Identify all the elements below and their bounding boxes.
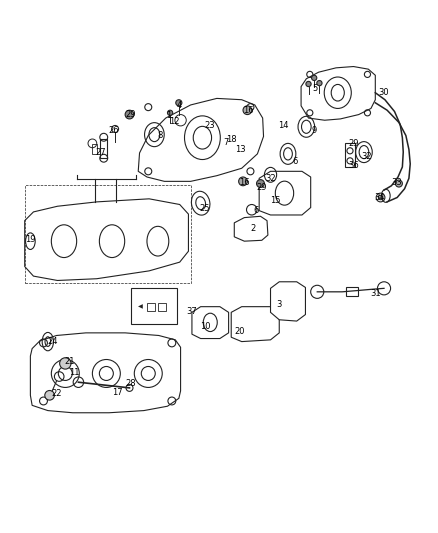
Polygon shape [30,333,180,413]
Text: ◀: ◀ [138,304,143,309]
Text: 10: 10 [200,322,210,331]
Text: 11: 11 [69,368,79,377]
Text: 16: 16 [239,178,250,187]
Circle shape [125,110,134,119]
Text: 27: 27 [95,148,106,157]
Circle shape [317,80,322,86]
Text: 28: 28 [126,379,136,388]
Text: 13: 13 [235,145,245,154]
Bar [346,287,358,296]
Text: 29: 29 [126,110,136,119]
Text: 18: 18 [226,134,237,143]
Text: 36: 36 [348,161,359,169]
Bar [131,288,177,324]
Text: 29: 29 [348,139,359,148]
Text: 8: 8 [157,131,163,140]
Text: 25: 25 [200,204,210,213]
Text: 5: 5 [312,84,318,93]
Bar [100,139,107,158]
Circle shape [243,106,252,115]
Text: 30: 30 [379,88,389,97]
Bar [147,303,155,311]
Circle shape [167,110,173,116]
Polygon shape [25,199,188,280]
Text: 1: 1 [166,111,171,120]
Circle shape [45,391,54,400]
Text: 7: 7 [223,138,228,147]
Text: 12: 12 [169,117,180,126]
Text: 24: 24 [47,337,57,346]
Text: 34: 34 [374,193,385,202]
Bar [92,144,97,154]
Text: 3: 3 [276,301,282,310]
Polygon shape [271,282,305,321]
Text: 6: 6 [254,206,259,215]
Text: 19: 19 [25,235,35,244]
Text: 29: 29 [257,182,267,191]
Text: 6: 6 [293,157,298,166]
Polygon shape [234,216,268,241]
Circle shape [60,358,71,369]
Polygon shape [301,67,375,120]
Text: 4: 4 [177,101,182,110]
Circle shape [396,180,403,187]
Text: 31: 31 [370,289,381,298]
Bar [345,143,355,167]
Text: 15: 15 [270,196,280,205]
Circle shape [239,177,247,185]
Text: 14: 14 [279,122,289,131]
Polygon shape [259,171,311,215]
Polygon shape [138,99,264,181]
Bar [25,185,191,283]
Polygon shape [192,306,229,338]
Polygon shape [231,306,279,342]
Text: 33: 33 [392,178,403,187]
Text: 32: 32 [265,174,276,183]
Text: 17: 17 [113,387,123,397]
Text: 16: 16 [244,106,254,115]
Text: 21: 21 [64,357,75,366]
Circle shape [257,180,265,188]
Text: 37: 37 [187,306,197,316]
Text: 2: 2 [251,223,256,232]
Text: 22: 22 [51,390,62,399]
Circle shape [176,100,182,106]
Bar [158,303,166,311]
Circle shape [306,82,311,87]
Circle shape [311,75,317,80]
Text: 20: 20 [235,327,245,336]
Text: 23: 23 [204,122,215,131]
Text: 26: 26 [108,126,119,135]
Text: 32: 32 [361,152,372,161]
Text: 9: 9 [311,126,317,135]
